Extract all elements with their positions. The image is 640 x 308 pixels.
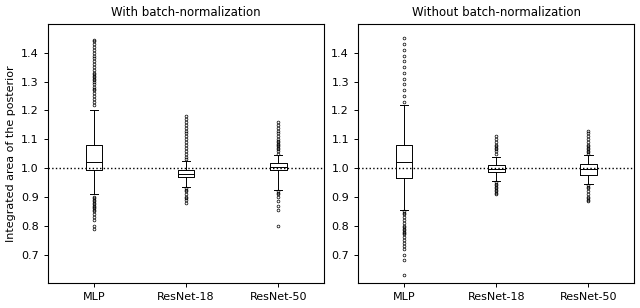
- Y-axis label: Integrated area of the posterior: Integrated area of the posterior: [6, 65, 15, 242]
- Title: Without batch-normalization: Without batch-normalization: [412, 6, 580, 18]
- Title: With batch-normalization: With batch-normalization: [111, 6, 261, 18]
